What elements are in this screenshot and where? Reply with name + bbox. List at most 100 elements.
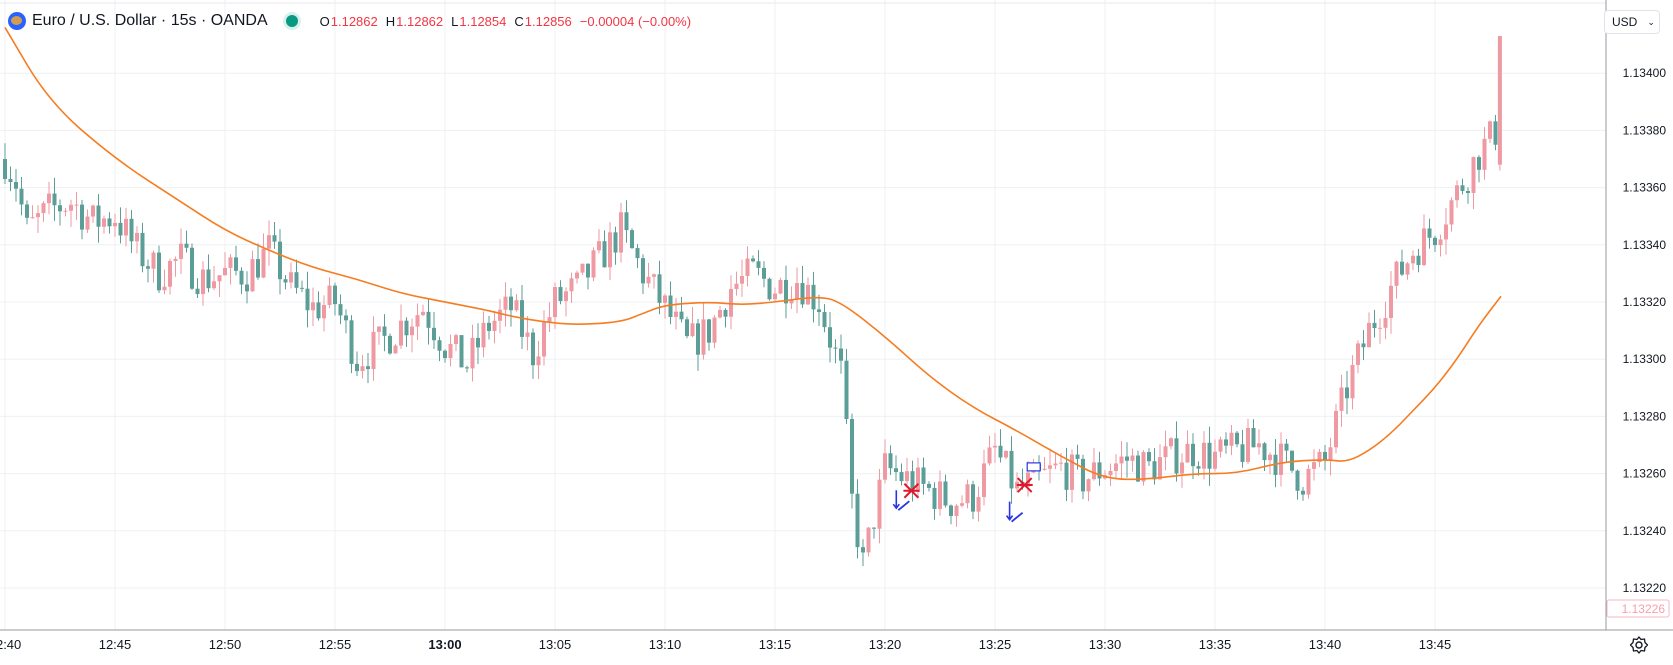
candle-body xyxy=(1416,255,1421,266)
candle-body xyxy=(1169,438,1173,447)
candle-body xyxy=(509,296,513,311)
gear-icon[interactable] xyxy=(1628,634,1650,656)
candle-body xyxy=(1004,450,1008,458)
candle-body xyxy=(844,360,849,420)
candle-body xyxy=(1163,446,1168,458)
candle-body xyxy=(8,179,13,183)
candle-body xyxy=(1114,463,1118,471)
time-tick-label: 13:35 xyxy=(1199,637,1232,652)
time-axis[interactable]: 12:40 12:45 12:50 12:55 13:00 13:05 13:10 13:15… xyxy=(0,637,1451,652)
candle-body xyxy=(58,205,62,212)
candle-body xyxy=(1306,468,1311,495)
candle-body xyxy=(630,230,634,249)
time-tick-label: 13:20 xyxy=(869,637,902,652)
candle-body xyxy=(283,279,288,283)
time-tick-label: 13:45 xyxy=(1419,637,1452,652)
candle-body xyxy=(1246,428,1250,462)
candle-body xyxy=(1251,428,1256,448)
candle-body xyxy=(938,481,942,509)
candle-body xyxy=(1405,263,1410,275)
cross-marker xyxy=(1016,477,1033,493)
candle-body xyxy=(52,193,57,206)
candle-body xyxy=(1196,466,1201,469)
candle-body xyxy=(399,320,403,346)
candle-body xyxy=(1136,455,1140,482)
candle-body xyxy=(1378,327,1382,329)
candle-body xyxy=(1345,387,1349,399)
price-tick-label: 1.13320 xyxy=(1623,295,1667,309)
candle-body xyxy=(839,348,843,361)
candle-body xyxy=(1444,224,1448,240)
candle-body xyxy=(366,366,370,370)
time-tick-label: 12:45 xyxy=(99,637,132,652)
candle-body xyxy=(679,311,684,320)
candle-body xyxy=(1130,455,1135,461)
time-tick-label: 13:00 xyxy=(428,637,461,652)
candle-body xyxy=(910,471,915,493)
candle-body xyxy=(1438,239,1443,246)
candle-body xyxy=(19,188,24,205)
candle-body xyxy=(465,367,469,369)
candle-body xyxy=(1119,456,1124,464)
candle-body xyxy=(30,217,35,219)
currency-button[interactable]: USD ⌄ xyxy=(1604,10,1660,34)
candle-body xyxy=(1240,444,1245,462)
candle-body xyxy=(432,327,436,341)
candle-body xyxy=(305,288,310,311)
candle-body xyxy=(993,445,997,448)
market-status-icon[interactable] xyxy=(285,15,298,27)
candle-body xyxy=(1053,463,1058,466)
candle-body xyxy=(1213,451,1217,469)
candle-body xyxy=(624,212,629,231)
candle-body xyxy=(443,350,447,359)
candle-body xyxy=(1497,36,1502,165)
candle-body xyxy=(426,311,431,328)
candle-body xyxy=(212,281,216,289)
candle-body xyxy=(784,279,788,304)
candle-body xyxy=(162,286,167,291)
close-value: 1.12856 xyxy=(524,13,572,29)
candle-body xyxy=(525,332,530,337)
candle-body xyxy=(503,296,508,310)
candle-body xyxy=(333,285,337,305)
candle-body xyxy=(927,483,931,488)
candle-body xyxy=(872,527,876,529)
candle-body xyxy=(107,218,112,227)
candle-body xyxy=(261,248,266,278)
candle-body xyxy=(795,283,799,300)
candle-body xyxy=(597,241,601,251)
candle-body xyxy=(954,505,959,517)
candle-body xyxy=(1092,462,1096,480)
candle-body xyxy=(1207,442,1212,469)
candle-body xyxy=(861,547,865,553)
price-axis[interactable]: 1.13220 1.13240 1.13260 1.13280 1.13300 1.133… xyxy=(1623,66,1667,595)
candle-body xyxy=(371,331,376,370)
candle-body xyxy=(866,527,871,553)
candle-body xyxy=(1328,447,1333,461)
candle-body xyxy=(437,340,442,351)
candle-body xyxy=(179,243,183,259)
candle-body xyxy=(234,257,238,271)
candle-body xyxy=(1218,439,1223,452)
candle-body xyxy=(1235,432,1239,445)
time-tick-label: 13:10 xyxy=(649,637,682,652)
candle-body xyxy=(971,484,975,512)
candle-body xyxy=(47,193,51,204)
candle-body xyxy=(542,322,546,357)
candle-body xyxy=(415,315,420,327)
candle-body xyxy=(113,222,117,227)
symbol-title[interactable]: Euro / U.S. Dollar · 15s · OANDA xyxy=(32,12,268,29)
moving-average-line xyxy=(4,27,1502,481)
candle-body xyxy=(1449,200,1454,225)
candle-body xyxy=(1229,432,1234,446)
candle-body xyxy=(1202,442,1206,469)
price-tick-label: 1.13380 xyxy=(1623,123,1667,137)
candle-body xyxy=(751,258,755,262)
price-tick-label: 1.13340 xyxy=(1623,238,1667,252)
candle-body xyxy=(608,232,612,268)
candle-body xyxy=(987,447,992,464)
candle-body xyxy=(547,317,552,323)
time-tick-label: 13:15 xyxy=(759,637,792,652)
